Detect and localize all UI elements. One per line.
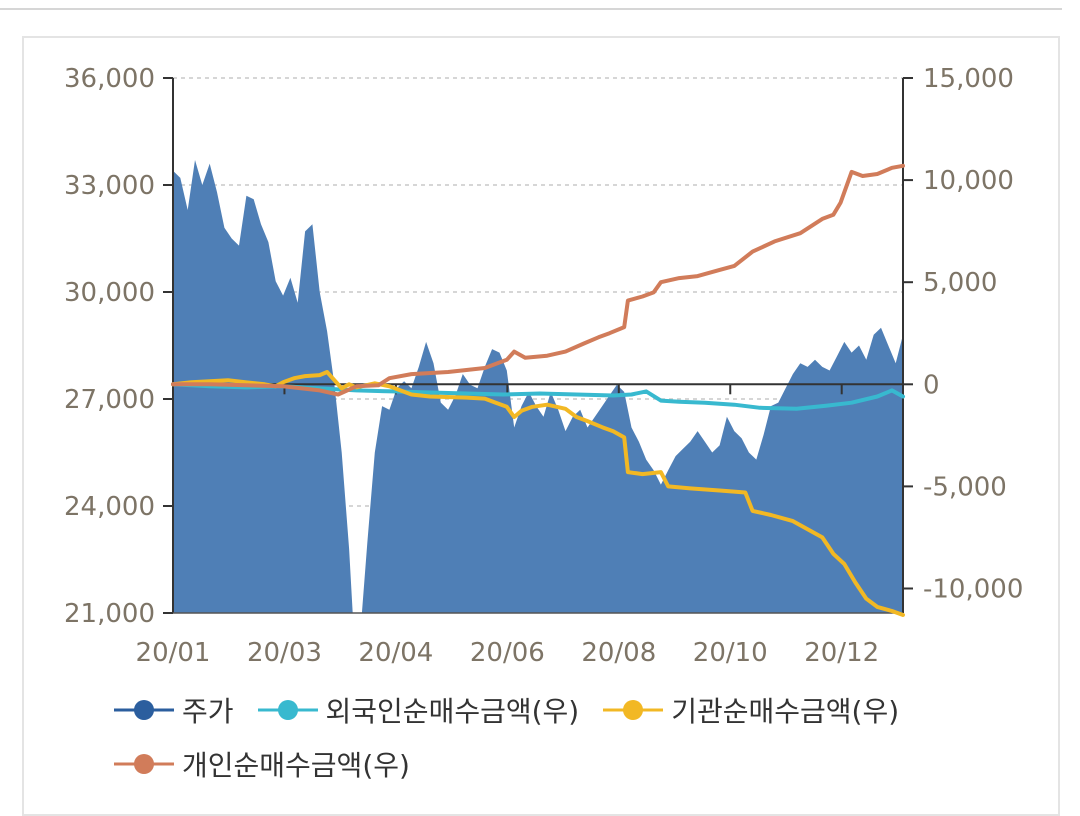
right-tick-label-2: 5,000 [923,268,997,298]
legend-label-price: 주가 [182,695,234,728]
foreign-net-buy-line [171,382,905,411]
legend-dot-institution [623,700,644,720]
legend-marker-institution [603,700,664,720]
x-tick-label-3: 20/06 [470,638,545,668]
chart-canvas: 36,000 33,000 30,000 27,000 24,000 21,000 15,0… [64,64,1023,668]
right-tick-label-5: -10,000 [923,574,1023,604]
x-tick-label-2: 20/04 [358,638,433,668]
legend-item-individual[interactable]: 개인순매수금액(우) [112,746,410,782]
legend-dot-individual [134,754,154,774]
legend: 주가 외국인순매수금액(우) 기관순매수금액(우) 개인순매수금액(우) [112,692,1012,782]
right-tick-label-1: 10,000 [923,166,1014,196]
left-tick-label-4: 24,000 [64,492,155,522]
left-tick-label-5: 21,000 [64,599,155,629]
left-tick-label-2: 30,000 [64,278,155,308]
legend-item-institution[interactable]: 기관순매수금액(우) [601,692,899,728]
x-tick-label-6: 20/12 [804,638,879,668]
legend-label-institution: 기관순매수금액(우) [671,695,900,728]
left-tick-label-0: 36,000 [64,64,155,94]
legend-dot-foreign [277,700,298,720]
legend-label-foreign: 외국인순매수금액(우) [325,695,580,728]
legend-marker-individual [114,754,174,774]
x-tick-label-1: 20/03 [247,638,322,668]
legend-item-price[interactable]: 주가 [112,692,234,728]
left-tick-label-3: 27,000 [64,385,155,415]
left-tick-label-1: 33,000 [64,171,155,201]
x-tick-label-4: 20/08 [581,638,656,668]
axes [163,77,913,614]
right-tick-label-0: 15,000 [923,64,1014,94]
tick-labels: 36,000 33,000 30,000 27,000 24,000 21,000 15,0… [64,64,1023,668]
legend-item-foreign[interactable]: 외국인순매수금액(우) [256,692,580,728]
top-divider [0,8,1062,10]
series-lines [171,163,905,617]
right-tick-label-3: 0 [923,370,940,400]
legend-label-individual: 개인순매수금액(우) [182,749,410,782]
institution-net-buy-line [171,370,905,617]
legend-dot-price [134,700,154,720]
x-tick-label-5: 20/10 [693,638,768,668]
x-tick-label-0: 20/01 [136,638,211,668]
individual-net-buy-line [171,163,905,397]
right-tick-label-4: -5,000 [923,472,1007,502]
legend-marker-price [114,700,174,720]
price-area [173,160,903,613]
legend-marker-foreign [257,700,318,720]
price-area-shape [173,160,903,613]
